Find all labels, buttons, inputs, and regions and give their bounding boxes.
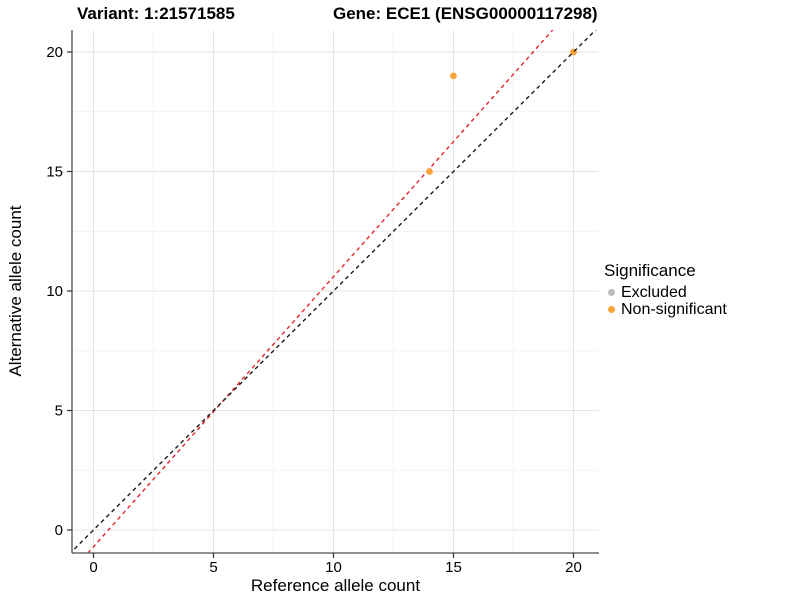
- x-tick-label: 0: [89, 559, 97, 576]
- legend-item-non-significant: Non-significant: [604, 301, 727, 318]
- x-axis-title: Reference allele count: [250, 576, 421, 595]
- x-tick-label: 5: [209, 559, 217, 576]
- identity-line: [72, 30, 597, 553]
- y-tick-label: 5: [55, 403, 63, 420]
- legend-item-label: Excluded: [621, 283, 687, 301]
- y-tick-label: 15: [46, 164, 63, 181]
- legend: Significance Excluded Non-significant: [604, 261, 727, 318]
- x-tick-label: 10: [325, 559, 342, 576]
- y-tick-label: 10: [46, 283, 63, 300]
- plot-title-gene: Gene: ECE1 (ENSG00000117298): [333, 4, 598, 23]
- y-axis-title: Alternative allele count: [6, 205, 25, 377]
- y-tick-label: 20: [46, 44, 63, 61]
- data-point: [450, 72, 457, 80]
- legend-title: Significance: [604, 261, 696, 280]
- x-tick-label: 20: [565, 559, 582, 576]
- plot-title-variant: Variant: 1:21571585: [77, 4, 235, 23]
- non-significant-point-icon: [608, 306, 615, 313]
- legend-item-excluded: Excluded: [604, 284, 727, 301]
- excluded-point-icon: [608, 289, 615, 296]
- data-point: [426, 168, 433, 175]
- x-tick-label: 15: [445, 559, 462, 576]
- y-tick-label: 0: [55, 522, 63, 539]
- fit-line: [86, 30, 554, 553]
- legend-item-label: Non-significant: [621, 300, 727, 318]
